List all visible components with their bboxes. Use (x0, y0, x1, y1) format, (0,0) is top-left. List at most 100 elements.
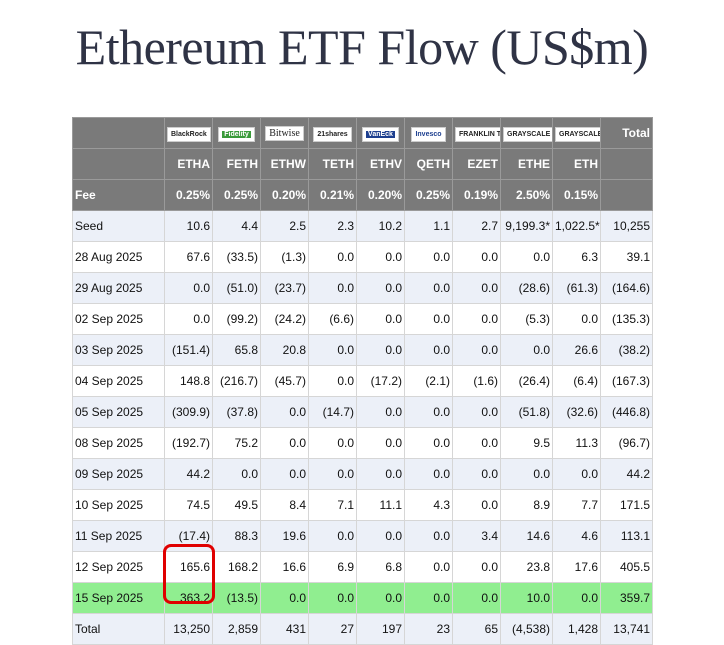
flow-value-cell: 0.0 (404, 303, 453, 335)
flow-value-cell: (61.3) (552, 272, 601, 304)
flow-value-cell: 10.0 (500, 582, 553, 614)
fee-cell: 0.25% (212, 179, 261, 211)
flow-value-cell: 2.7 (452, 210, 501, 242)
table-row: 10 Sep 2025 74.5 49.5 8.4 7.1 11.1 4.3 0.0 8.9 7.… (72, 489, 653, 521)
flow-value-cell: 0.0 (500, 241, 553, 273)
flow-value-cell: (99.2) (212, 303, 261, 335)
fee-cell: 0.25% (164, 179, 213, 211)
flow-value-cell: 0.0 (356, 396, 405, 428)
flow-value-cell: 113.1 (600, 520, 653, 552)
flow-value-cell: 0.0 (356, 303, 405, 335)
date-cell: 03 Sep 2025 (72, 334, 165, 366)
flow-value-cell: 0.0 (308, 582, 357, 614)
etf-flow-table: BlackRock Fidelity Bitwise 21shares VanEck In… (72, 117, 653, 645)
issuer-logo-grayscale: GRAYSCALE (503, 126, 552, 142)
flow-value-cell: 0.0 (404, 427, 453, 459)
fee-cell: 2.50% (500, 179, 553, 211)
flow-value-cell: 0.0 (356, 520, 405, 552)
issuer-logo-cell: BlackRock (164, 117, 213, 149)
ticker-cell: ETHE (500, 148, 553, 180)
flow-value-cell: 44.2 (164, 458, 213, 490)
date-cell: 05 Sep 2025 (72, 396, 165, 428)
flow-value-cell: 6.3 (552, 241, 601, 273)
total-header: Total (600, 117, 653, 149)
flow-value-cell: 0.0 (452, 427, 501, 459)
flow-value-cell: 11.3 (552, 427, 601, 459)
flow-value-cell: 0.0 (404, 272, 453, 304)
issuer-logo-vaneck: VanEck (362, 126, 399, 142)
flow-value-cell: 17.6 (552, 551, 601, 583)
table-row: 12 Sep 2025 165.6 168.2 16.6 6.9 6.8 0.0 0.0 23.… (72, 551, 653, 583)
flow-value-cell: 0.0 (404, 551, 453, 583)
flow-value-cell: 405.5 (600, 551, 653, 583)
page-title: Ethereum ETF Flow (US$m) (75, 19, 649, 75)
flow-value-cell: 10.6 (164, 210, 213, 242)
flow-value-cell: (135.3) (600, 303, 653, 335)
flow-value-cell: 0.0 (356, 334, 405, 366)
flow-value-cell: (151.4) (164, 334, 213, 366)
flow-value-cell: 0.0 (356, 458, 405, 490)
flow-value-cell: 10,255 (600, 210, 653, 242)
flow-value-cell: (17.2) (356, 365, 405, 397)
flow-value-cell: 9,199.3* (500, 210, 553, 242)
flow-value-cell: 0.0 (308, 272, 357, 304)
date-cell: Total (72, 613, 165, 645)
issuer-logo-cell: Fidelity (212, 117, 261, 149)
flow-value-cell: 7.7 (552, 489, 601, 521)
ticker-total-blank (600, 148, 653, 180)
flow-value-cell: 0.0 (452, 458, 501, 490)
fee-total-blank (600, 179, 653, 211)
table-row: 03 Sep 2025 (151.4) 65.8 20.8 0.0 0.0 0.0 0.0 0.… (72, 334, 653, 366)
flow-value-cell: 0.0 (404, 520, 453, 552)
flow-value-cell: 10.2 (356, 210, 405, 242)
flow-value-cell: 1,022.5* (552, 210, 601, 242)
issuer-logo-cell: Invesco (404, 117, 453, 149)
ticker-cell: EZET (452, 148, 501, 180)
table-row: 29 Aug 2025 0.0 (51.0) (23.7) 0.0 0.0 0.0 0.0 (2… (72, 272, 653, 304)
highlight-annotation (163, 544, 215, 604)
flow-value-cell: 0.0 (356, 427, 405, 459)
table-row: Seed 10.6 4.4 2.5 2.3 10.2 1.1 2.7 9,199.3* 1,022… (72, 210, 653, 242)
flow-value-cell: 0.0 (260, 427, 309, 459)
flow-value-cell: 0.0 (308, 427, 357, 459)
flow-value-cell: 65.8 (212, 334, 261, 366)
flow-value-cell: 2,859 (212, 613, 261, 645)
flow-value-cell: 0.0 (404, 396, 453, 428)
flow-value-cell: 0.0 (212, 458, 261, 490)
flow-value-cell: (1.3) (260, 241, 309, 273)
flow-value-cell: 1,428 (552, 613, 601, 645)
flow-value-cell: 0.0 (452, 241, 501, 273)
flow-value-cell: (4,538) (500, 613, 553, 645)
ticker-corner (72, 148, 165, 180)
flow-value-cell: 75.2 (212, 427, 261, 459)
issuer-logo-row: BlackRock Fidelity Bitwise 21shares VanEck In… (72, 117, 653, 149)
flow-value-cell: (24.2) (260, 303, 309, 335)
flow-value-cell: (5.3) (500, 303, 553, 335)
flow-value-cell: (446.8) (600, 396, 653, 428)
flow-value-cell: 2.5 (260, 210, 309, 242)
flow-value-cell: 0.0 (404, 458, 453, 490)
date-cell: 29 Aug 2025 (72, 272, 165, 304)
flow-value-cell: (26.4) (500, 365, 553, 397)
flow-value-cell: 13,741 (600, 613, 653, 645)
ticker-cell: ETHA (164, 148, 213, 180)
flow-value-cell: (96.7) (600, 427, 653, 459)
flow-value-cell: 0.0 (452, 551, 501, 583)
flow-value-cell: (1.6) (452, 365, 501, 397)
ticker-row: ETHA FETH ETHW TETH ETHV QETH EZET ETHE ETH (72, 148, 653, 180)
flow-value-cell: (2.1) (404, 365, 453, 397)
flow-value-cell: 0.0 (404, 582, 453, 614)
issuer-logo-fidelity: Fidelity (218, 126, 255, 142)
flow-value-cell: 7.1 (308, 489, 357, 521)
table-row: 08 Sep 2025 (192.7) 75.2 0.0 0.0 0.0 0.0 0.0 9.5… (72, 427, 653, 459)
flow-value-cell: 8.9 (500, 489, 553, 521)
issuer-logo-cell: Bitwise (260, 117, 309, 149)
ticker-cell: ETHV (356, 148, 405, 180)
date-cell: 08 Sep 2025 (72, 427, 165, 459)
flow-value-cell: (37.8) (212, 396, 261, 428)
table-row: 28 Aug 2025 67.6 (33.5) (1.3) 0.0 0.0 0.0 0.0 0.… (72, 241, 653, 273)
date-cell: 02 Sep 2025 (72, 303, 165, 335)
date-cell: Seed (72, 210, 165, 242)
date-cell: 12 Sep 2025 (72, 551, 165, 583)
flow-value-cell: (192.7) (164, 427, 213, 459)
